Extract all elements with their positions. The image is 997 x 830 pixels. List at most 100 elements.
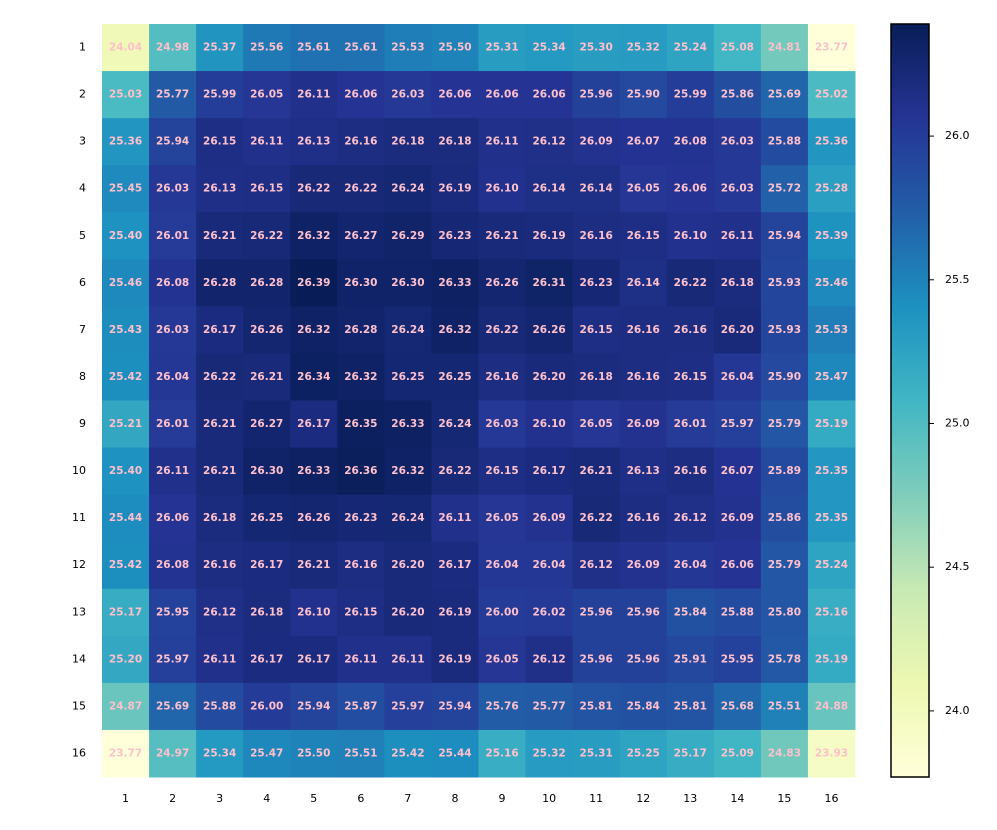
cell [384,165,432,213]
cell-label: 26.21 [250,371,283,383]
cell-label: 26.10 [532,418,565,430]
cell-label: 25.94 [768,230,801,242]
cell-label: 26.09 [721,512,754,524]
cell-label: 26.04 [532,559,565,571]
cell-label: 26.18 [438,136,471,148]
cell [666,447,715,496]
cell [290,353,338,401]
cell-label: 25.16 [485,747,518,759]
cell-label: 23.93 [815,747,848,759]
cell [431,541,479,590]
cell-label: 26.34 [297,371,330,383]
cell [572,212,621,260]
cell [337,635,385,684]
cell-label: 26.16 [580,230,613,242]
cell-label: 25.97 [721,418,754,430]
cell-label: 25.96 [580,653,613,665]
cell-label: 25.94 [297,700,330,712]
cell [807,71,856,119]
cell-label: 26.22 [485,324,518,336]
cell [572,400,621,449]
cell-label: 25.46 [109,277,142,289]
cell [337,447,385,496]
cell-label: 26.08 [156,277,189,289]
cell-label: 26.09 [580,136,613,148]
cell-label: 25.96 [627,606,660,618]
cell-label: 26.17 [250,653,283,665]
colorbar-tick-label: 26.0 [945,129,970,142]
cell [666,682,715,731]
cell [478,118,527,166]
cell [290,71,338,119]
cell-label: 26.04 [721,371,754,383]
cell [102,400,150,449]
cell [431,635,479,684]
cell [149,212,197,260]
cell [619,353,668,401]
cell [337,259,385,307]
cell [666,588,715,637]
cell [384,24,432,72]
colorbar [890,23,930,778]
cell-label: 26.08 [156,559,189,571]
cell-label: 26.05 [485,653,518,665]
cell-label: 26.33 [297,465,330,477]
cell-label: 26.06 [156,512,189,524]
cell [478,729,527,778]
cell-label: 26.32 [297,324,330,336]
x-tick-label: 2 [169,792,176,805]
cell [196,259,244,307]
cell [619,588,668,637]
cell [807,447,856,496]
x-tick-label: 7 [404,792,411,805]
cell [196,165,244,213]
cell-label: 26.22 [580,512,613,524]
cell [290,165,338,213]
cell [478,212,527,260]
cell [713,259,762,307]
cell-label: 26.22 [203,371,236,383]
cell [149,635,197,684]
cell-label: 26.00 [250,700,283,712]
cell [337,400,385,449]
cell [384,541,432,590]
cell [149,118,197,166]
colorbar-tick-label: 25.0 [945,416,970,429]
cell [572,165,621,213]
cell [431,494,479,543]
cell-label: 26.03 [721,136,754,148]
cell [384,588,432,637]
cell [619,24,668,72]
cell-label: 25.09 [721,747,754,759]
cell-label: 26.15 [674,371,707,383]
cell [666,71,715,119]
cell-label: 25.24 [674,42,707,54]
x-tick-label: 12 [636,792,650,805]
cell [290,447,338,496]
cell [760,541,809,590]
cell [572,588,621,637]
cell-label: 26.20 [721,324,754,336]
cell-label: 26.26 [485,277,518,289]
cell-label: 25.72 [768,183,801,195]
cell-label: 25.40 [109,230,142,242]
cell [337,71,385,119]
cell [337,588,385,637]
cell [525,71,574,119]
cell-label: 25.68 [721,700,754,712]
cell [619,447,668,496]
cell [290,588,338,637]
cell-label: 25.79 [768,559,801,571]
cell-label: 25.93 [768,324,801,336]
cell-label: 26.03 [485,418,518,430]
cell [619,635,668,684]
cell [760,306,809,354]
cell [431,447,479,496]
cell [102,682,150,731]
cell [243,24,291,72]
cell [102,494,150,543]
cell-label: 25.21 [109,418,142,430]
cell-label: 26.22 [674,277,707,289]
cell-label: 26.24 [391,183,424,195]
y-tick-label: 12 [72,558,86,571]
